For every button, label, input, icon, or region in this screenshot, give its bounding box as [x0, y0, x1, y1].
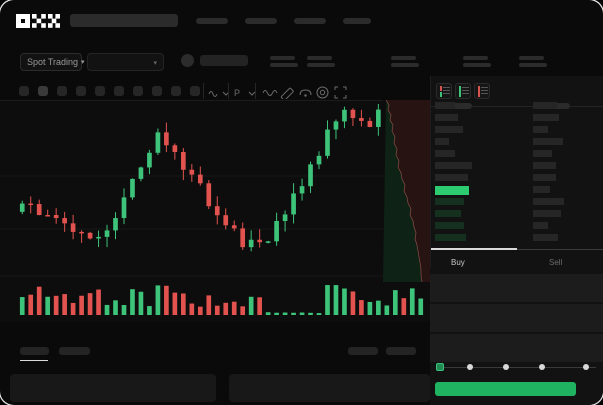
svg-text:P: P [234, 88, 240, 98]
